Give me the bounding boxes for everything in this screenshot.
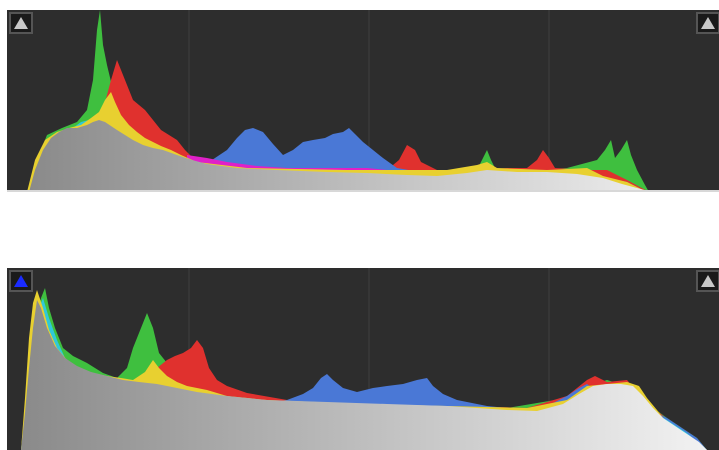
triangle-up-icon bbox=[14, 275, 28, 287]
histogram-panel-bottom bbox=[7, 268, 719, 450]
triangle-up-icon bbox=[701, 17, 715, 29]
highlight-clipping-toggle[interactable] bbox=[696, 270, 719, 292]
luminance-histogram bbox=[29, 120, 652, 192]
shadow-clipping-toggle[interactable] bbox=[9, 270, 33, 292]
histogram-plot bbox=[27, 10, 652, 192]
luminance-histogram bbox=[21, 300, 707, 450]
highlight-clipping-toggle[interactable] bbox=[696, 12, 719, 34]
histogram-panel-top bbox=[7, 10, 719, 192]
triangle-up-icon bbox=[14, 17, 28, 29]
shadow-clipping-toggle[interactable] bbox=[9, 12, 33, 34]
triangle-up-icon bbox=[701, 275, 715, 287]
histogram-plot bbox=[21, 268, 707, 450]
histogram-baseline bbox=[7, 190, 719, 192]
